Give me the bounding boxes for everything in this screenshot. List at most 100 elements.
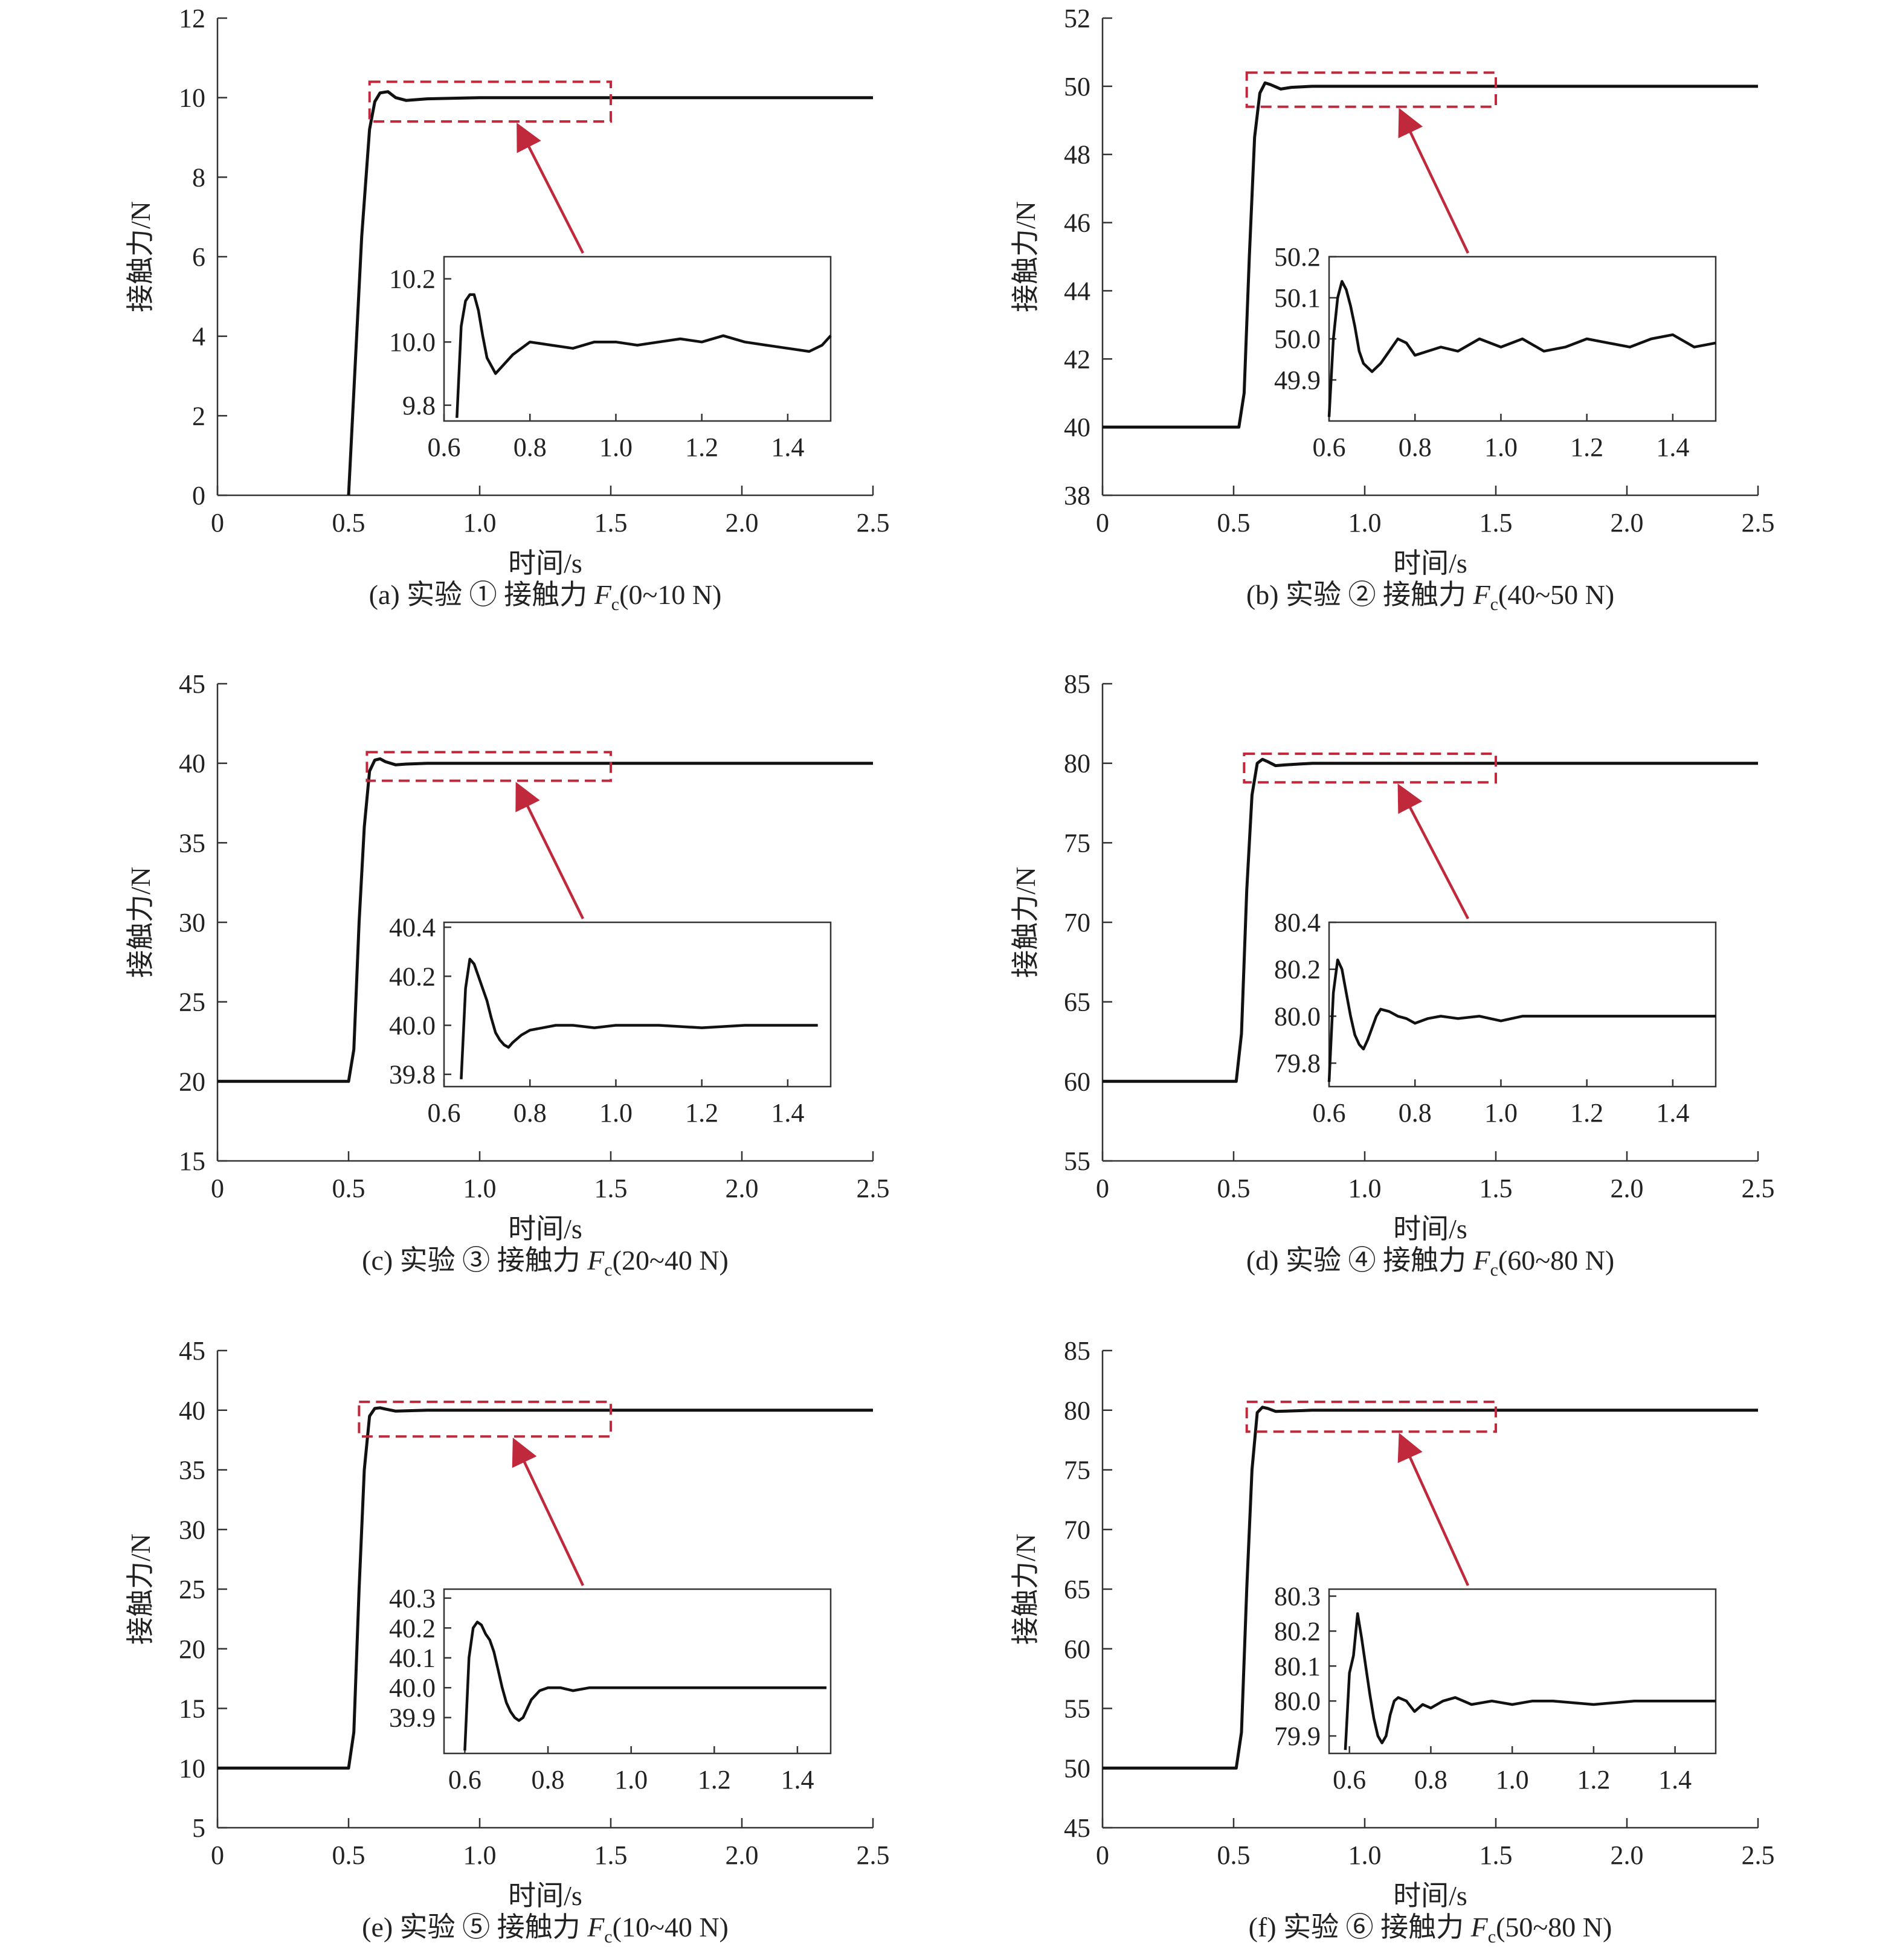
chart-panel-e: 5 10 15 20 25 30 35 40 45 0 0.5 1.0 1.5 2.0 2.5 时间/s 接触力… [125, 1336, 890, 1947]
inset-y-tick-label: 40.0 [389, 1673, 436, 1703]
inset-y-tick-label: 80.2 [1274, 955, 1321, 985]
panel-caption: (c) 实验 ③ 接触力 Fc(20~40 N) [362, 1245, 729, 1280]
caption-subscript: c [604, 1927, 612, 1947]
inset-x-tick-label: 1.2 [698, 1765, 731, 1795]
y-tick-label: 35 [179, 1456, 205, 1485]
y-tick-label: 38 [1064, 481, 1090, 510]
y-tick-label: 55 [1064, 1694, 1090, 1724]
x-tick-label: 0.5 [332, 1840, 365, 1870]
y-tick-label: 20 [179, 1067, 205, 1096]
y-tick-label: 10 [179, 83, 205, 113]
zoom-arrow [1398, 108, 1470, 254]
inset-x-tick-label: 0.6 [428, 1098, 461, 1128]
inset-y-tick-label: 39.9 [389, 1703, 436, 1733]
y-tick-label: 48 [1064, 140, 1090, 170]
zoom-inset: 79.8 80.0 80.2 80.4 0.6 0.8 1.0 1.2 1.4 [1274, 908, 1717, 1128]
panel-caption: (d) 实验 ④ 接触力 Fc(60~80 N) [1246, 1245, 1614, 1280]
y-tick-label: 5 [192, 1813, 205, 1843]
zoom-region-box [1245, 1400, 1497, 1433]
force-series-line [1103, 1406, 1758, 1770]
inset-x-tick-label: 1.0 [599, 432, 633, 462]
inset-x-tick-label: 1.0 [1496, 1765, 1529, 1795]
x-tick-label: 1.5 [594, 1840, 628, 1870]
zoom-region-box [368, 80, 612, 123]
inset-x-tick-label: 0.6 [448, 1765, 481, 1795]
inset-x-tick-label: 1.2 [685, 432, 718, 462]
panel-caption: (b) 实验 ② 接触力 Fc(40~50 N) [1246, 579, 1614, 614]
inset-y-tick-label: 40.3 [389, 1584, 436, 1613]
y-tick-label: 10 [179, 1753, 205, 1783]
inset-x-tick-label: 1.2 [1570, 432, 1603, 462]
zoom-arrow [517, 123, 585, 254]
x-axis-label: 时间/s [508, 1213, 582, 1244]
y-tick-label: 75 [1064, 828, 1090, 858]
inset-x-tick-label: 1.2 [1577, 1765, 1610, 1795]
y-axis-label: 接触力/N [125, 1534, 156, 1645]
inset-frame [443, 255, 832, 422]
y-tick-label: 45 [179, 1336, 205, 1366]
y-tick-label: 40 [1064, 413, 1090, 442]
x-tick-label: 0.5 [1217, 1174, 1251, 1203]
x-tick-label: 1.0 [1348, 1174, 1382, 1203]
x-tick-label: 2.5 [1742, 508, 1775, 538]
y-axis-label: 接触力/N [1010, 201, 1041, 312]
inset-y-tick-label: 80.0 [1274, 1686, 1321, 1716]
caption-subscript: c [604, 1260, 612, 1280]
zoom-region-box [1245, 71, 1497, 108]
x-tick-label: 0 [1096, 508, 1109, 538]
caption-prefix: (c) 实验 ③ 接触力 [362, 1245, 587, 1276]
zoom-inset: 39.940.040.140.240.3 0.6 0.8 1.0 1.2 1.4 [389, 1584, 832, 1795]
inset-y-tick-label: 79.9 [1274, 1721, 1321, 1751]
inset-y-tick-label: 80.2 [1274, 1616, 1321, 1646]
zoom-arrow [1397, 783, 1469, 920]
x-tick-label: 2.5 [857, 508, 890, 538]
x-axis-label: 时间/s [508, 548, 582, 579]
x-tick-label: 2.5 [1742, 1174, 1775, 1203]
y-tick-label: 80 [1064, 1396, 1090, 1425]
x-tick-label: 0 [1096, 1174, 1109, 1203]
zoom-inset: 39.8 40.0 40.2 40.4 0.6 0.8 1.0 1.2 1.4 [389, 913, 832, 1128]
caption-range: (0~10 N) [619, 579, 721, 610]
x-tick-label: 1.0 [1348, 1840, 1382, 1870]
caption-subscript: c [1488, 1927, 1496, 1947]
x-tick-label: 2.0 [1611, 1174, 1644, 1203]
y-axis-label: 接触力/N [1010, 1534, 1041, 1645]
y-tick-label: 70 [1064, 1515, 1090, 1544]
x-tick-label: 0.5 [1217, 1840, 1251, 1870]
caption-prefix: (f) 实验 ⑥ 接触力 [1249, 1912, 1471, 1942]
x-tick-label: 1.0 [463, 1174, 497, 1203]
caption-range: (60~80 N) [1498, 1245, 1614, 1276]
zoom-arrow [512, 1438, 585, 1586]
caption-range: (40~50 N) [1498, 579, 1614, 610]
y-tick-label: 15 [179, 1694, 205, 1724]
force-series-line [1103, 81, 1758, 429]
y-axis-label: 接触力/N [1010, 867, 1041, 978]
zoom-inset: 49.9 50.0 50.1 50.2 0.6 0.8 1.0 1.2 1.4 [1274, 242, 1717, 462]
x-tick-label: 0 [211, 1174, 224, 1203]
zoom-arrow [1397, 1433, 1470, 1586]
inset-x-tick-label: 1.2 [685, 1098, 718, 1128]
y-tick-label: 30 [179, 908, 205, 937]
y-axis-label: 接触力/N [125, 201, 156, 312]
inset-x-tick-label: 0.6 [1333, 1765, 1366, 1795]
zoom-inset: 79.9 80.0 80.1 80.2 80.3 0.6 0.8 1.0 1.2 1.4 [1274, 1582, 1717, 1795]
inset-y-tick-label: 50.2 [1274, 242, 1321, 272]
x-tick-label: 0 [1096, 1840, 1109, 1870]
caption-range: (10~40 N) [613, 1912, 729, 1942]
y-tick-label: 42 [1064, 344, 1090, 374]
y-tick-label: 0 [192, 481, 205, 510]
inset-x-tick-label: 0.6 [1313, 1098, 1346, 1128]
y-tick-label: 65 [1064, 988, 1090, 1017]
inset-series-line [456, 293, 832, 418]
inset-x-tick-label: 1.0 [614, 1765, 648, 1795]
inset-x-tick-label: 0.8 [532, 1765, 565, 1795]
y-tick-label: 85 [1064, 1336, 1090, 1366]
inset-x-tick-label: 0.6 [1313, 432, 1346, 462]
inset-x-tick-label: 1.4 [1658, 1765, 1692, 1795]
inset-y-tick-label: 80.0 [1274, 1001, 1321, 1031]
inset-series-line [1327, 280, 1716, 417]
inset-frame [443, 1588, 832, 1755]
x-tick-label: 2.0 [1611, 508, 1644, 538]
x-tick-label: 2.0 [1611, 1840, 1644, 1870]
